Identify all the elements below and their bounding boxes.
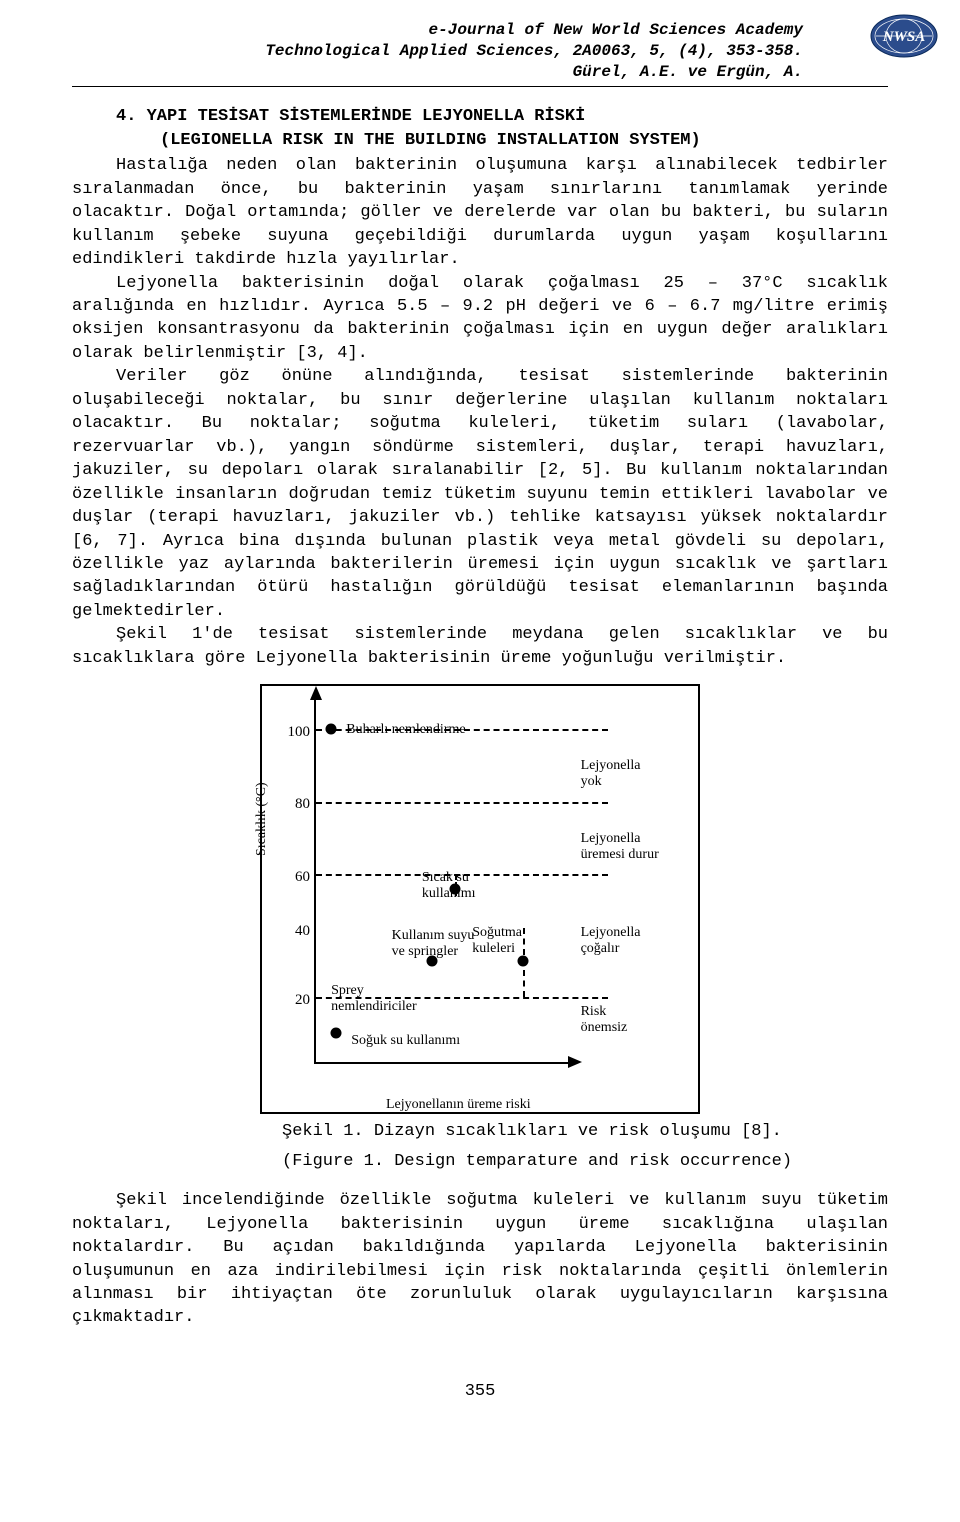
svg-text:NWSA: NWSA (882, 29, 926, 45)
header-line-3: Gürel, A.E. ve Ergün, A. (72, 62, 803, 83)
chart-plot-area: 10080604020Lejyonella yokLejyonella ürem… (314, 700, 568, 1064)
data-point (449, 883, 460, 894)
section-title: 4. YAPI TESİSAT SİSTEMLERİNDE LEJYONELLA… (116, 105, 888, 128)
header-line-2: Technological Applied Sciences, 2A0063, … (72, 41, 803, 62)
zone-label: Lejyonella çoğalır (581, 925, 691, 957)
chart-inner-label: Sprey nemlendiriciler (331, 983, 417, 1015)
region-divider-line (316, 802, 608, 804)
y-tick-label: 100 (286, 722, 310, 743)
header-rule (72, 86, 888, 87)
x-axis-arrow-icon (568, 1056, 582, 1068)
x-axis-label: Lejyonellanın üreme riski (386, 1095, 531, 1114)
section-subtitle: (LEGIONELLA RISK IN THE BUILDING INSTALL… (160, 129, 888, 152)
page-number: 355 (72, 1380, 888, 1403)
y-tick-label: 80 (286, 794, 310, 815)
paragraph-1: Hastalığa neden olan bakterinin oluşumun… (72, 154, 888, 271)
chart-inner-label: Soğuk su kullanımı (351, 1033, 460, 1049)
journal-logo: NWSA (870, 14, 938, 58)
paragraph-3-text: Veriler göz önüne alındığında, tesisat s… (72, 367, 888, 621)
running-header: e-Journal of New World Sciences Academy … (72, 20, 888, 82)
data-point (426, 955, 437, 966)
paragraph-1-text: Hastalığa neden olan bakterinin oluşumun… (72, 156, 888, 269)
zone-label: Lejyonella yok (581, 758, 691, 790)
y-tick-label: 40 (286, 921, 310, 942)
paragraph-5: Şekil incelendiğinde özellikle soğutma k… (72, 1189, 888, 1330)
figure-1: Sıcaklık (°C) Lejyonellanın üreme riski … (260, 684, 700, 1114)
zone-label: Lejyonella üremesi durur (581, 831, 691, 863)
y-axis-label: Sıcaklık (°C) (252, 783, 271, 857)
figure-caption-2: (Figure 1. Design temparature and risk o… (282, 1150, 888, 1173)
paragraph-5-text: Şekil incelendiğinde özellikle soğutma k… (72, 1191, 888, 1327)
chart-inner-label: Buharlı nemlendirme (346, 722, 465, 738)
data-point (326, 724, 337, 735)
figure-caption-1: Şekil 1. Dizayn sıcaklıkları ve risk olu… (282, 1120, 888, 1143)
figure-frame: Sıcaklık (°C) Lejyonellanın üreme riski … (260, 684, 700, 1114)
paragraph-3: Veriler göz önüne alındığında, tesisat s… (72, 365, 888, 623)
y-tick-label: 20 (286, 990, 310, 1011)
paragraph-4: Şekil 1'de tesisat sistemlerinde meydana… (72, 623, 888, 670)
paragraph-4-text: Şekil 1'de tesisat sistemlerinde meydana… (72, 625, 888, 667)
data-point (517, 955, 528, 966)
paragraph-2: Lejyonella bakterisinin doğal olarak çoğ… (72, 272, 888, 366)
y-axis-arrow-icon (310, 686, 322, 700)
paragraph-2-text: Lejyonella bakterisinin doğal olarak çoğ… (72, 274, 888, 363)
chart-inner-label: Soğutma kuleleri (472, 925, 568, 957)
header-line-1: e-Journal of New World Sciences Academy (72, 20, 803, 41)
zone-label: Risk önemsiz (581, 1004, 691, 1036)
data-point (331, 1028, 342, 1039)
y-tick-label: 60 (286, 867, 310, 888)
